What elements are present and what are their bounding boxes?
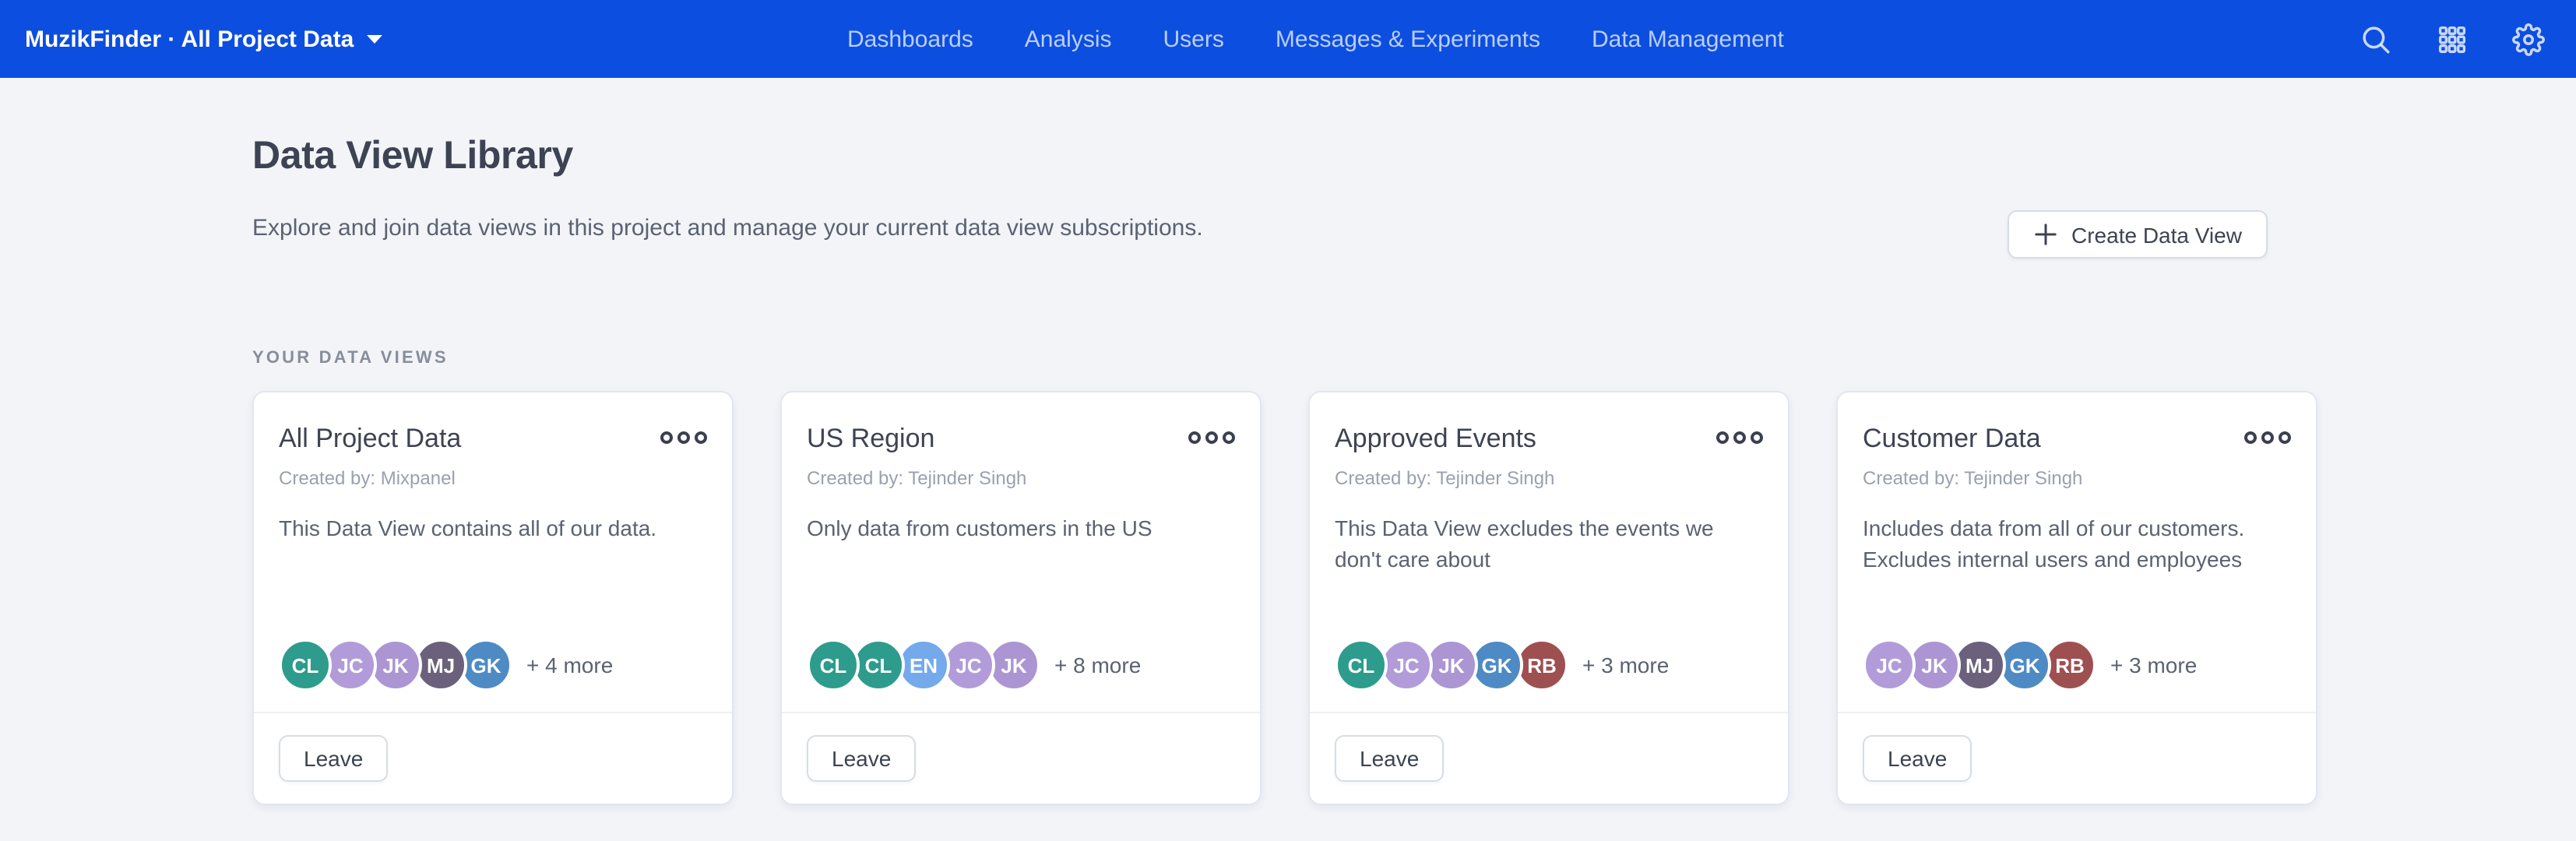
data-view-card: All Project Data Created by: Mixpanel Th… xyxy=(252,391,734,805)
page-subtitle: Explore and join data views in this proj… xyxy=(252,215,1203,241)
avatar: GK xyxy=(1998,639,2051,691)
page-title: Data View Library xyxy=(252,134,573,178)
leave-button[interactable]: Leave xyxy=(279,735,389,782)
data-view-card: Approved Events Created by: Tejinder Sin… xyxy=(1308,391,1789,805)
nav-item-dashboards[interactable]: Dashboards xyxy=(847,26,973,52)
more-members-label: + 4 more xyxy=(526,653,614,677)
avatar: MJ xyxy=(1953,639,2006,691)
avatar: GK xyxy=(459,639,512,691)
ellipsis-menu-icon[interactable] xyxy=(651,422,707,450)
member-avatars: JC JK MJ GK RB + 3 more xyxy=(1863,639,2291,691)
topbar-icon-group xyxy=(2358,0,2545,78)
avatar: CL xyxy=(852,639,905,691)
create-data-view-label: Create Data View xyxy=(2071,222,2242,247)
avatar: JC xyxy=(942,639,995,691)
avatar: MJ xyxy=(414,639,467,691)
card-title: All Project Data xyxy=(279,424,462,453)
create-data-view-button[interactable]: Create Data View xyxy=(2008,210,2268,259)
leave-button[interactable]: Leave xyxy=(1335,735,1445,782)
nav-item-analysis[interactable]: Analysis xyxy=(1024,26,1112,52)
card-footer: Leave xyxy=(1838,712,2316,804)
plus-icon xyxy=(2035,223,2057,245)
chevron-down-icon xyxy=(367,34,383,43)
card-body: All Project Data Created by: Mixpanel Th… xyxy=(254,392,732,712)
card-title: Approved Events xyxy=(1335,424,1536,453)
card-body: US Region Created by: Tejinder Singh Onl… xyxy=(782,392,1260,712)
avatar: JK xyxy=(1425,639,1478,691)
avatar: JC xyxy=(1863,639,1916,691)
card-title: Customer Data xyxy=(1863,424,2041,453)
card-title: US Region xyxy=(807,424,935,453)
leave-button[interactable]: Leave xyxy=(807,735,917,782)
nav-item-messages-experiments[interactable]: Messages & Experiments xyxy=(1275,26,1540,52)
card-created-by: Created by: Mixpanel xyxy=(279,467,456,489)
avatar: EN xyxy=(897,639,950,691)
avatar: GK xyxy=(1470,639,1523,691)
card-body: Approved Events Created by: Tejinder Sin… xyxy=(1310,392,1788,712)
member-avatars: CL JC JK MJ GK + 4 more xyxy=(279,639,707,691)
nav-item-data-management[interactable]: Data Management xyxy=(1592,26,1784,52)
ellipsis-menu-icon[interactable] xyxy=(2235,422,2291,450)
more-members-label: + 3 more xyxy=(1582,653,1670,677)
nav-item-users[interactable]: Users xyxy=(1163,26,1224,52)
avatar: CL xyxy=(279,639,332,691)
leave-button[interactable]: Leave xyxy=(1863,735,1972,782)
apps-grid-icon[interactable] xyxy=(2434,22,2469,56)
card-description: This Data View contains all of our data. xyxy=(279,516,657,540)
data-view-card: Customer Data Created by: Tejinder Singh… xyxy=(1836,391,2317,805)
avatar: JK xyxy=(369,639,422,691)
avatar: CL xyxy=(807,639,860,691)
ellipsis-menu-icon[interactable] xyxy=(1707,422,1763,450)
avatar: CL xyxy=(1335,639,1388,691)
project-switcher[interactable]: MuzikFinder · All Project Data xyxy=(25,0,383,78)
section-label-your-data-views: YOUR DATA VIEWS xyxy=(252,349,449,368)
card-description: Only data from customers in the US xyxy=(807,516,1153,540)
card-created-by: Created by: Tejinder Singh xyxy=(1863,467,2083,489)
main-nav: Dashboards Analysis Users Messages & Exp… xyxy=(847,0,1784,78)
avatar: RB xyxy=(2043,639,2096,691)
top-navigation-bar: MuzikFinder · All Project Data Dashboard… xyxy=(0,0,2576,78)
avatar: JK xyxy=(1908,639,1961,691)
avatar: RB xyxy=(1515,639,1568,691)
more-members-label: + 3 more xyxy=(2110,653,2198,677)
settings-gear-icon[interactable] xyxy=(2511,22,2545,56)
data-view-card: US Region Created by: Tejinder Singh Onl… xyxy=(780,391,1262,805)
card-footer: Leave xyxy=(782,712,1260,804)
member-avatars: CL CL EN JC JK + 8 more xyxy=(807,639,1235,691)
search-icon[interactable] xyxy=(2358,22,2392,56)
avatar: JK xyxy=(987,639,1040,691)
card-description: Includes data from all of our customers.… xyxy=(1863,516,2245,572)
member-avatars: CL JC JK GK RB + 3 more xyxy=(1335,639,1763,691)
card-footer: Leave xyxy=(254,712,732,804)
data-view-cards: All Project Data Created by: Mixpanel Th… xyxy=(252,391,2317,805)
card-footer: Leave xyxy=(1310,712,1788,804)
card-created-by: Created by: Tejinder Singh xyxy=(1335,467,1555,489)
avatar: JC xyxy=(1380,639,1433,691)
card-body: Customer Data Created by: Tejinder Singh… xyxy=(1838,392,2316,712)
more-members-label: + 8 more xyxy=(1054,653,1142,677)
avatar: JC xyxy=(324,639,377,691)
card-created-by: Created by: Tejinder Singh xyxy=(807,467,1027,489)
project-switcher-label: MuzikFinder · All Project Data xyxy=(25,26,354,52)
card-description: This Data View excludes the events we do… xyxy=(1335,516,1714,572)
ellipsis-menu-icon[interactable] xyxy=(1179,422,1235,450)
